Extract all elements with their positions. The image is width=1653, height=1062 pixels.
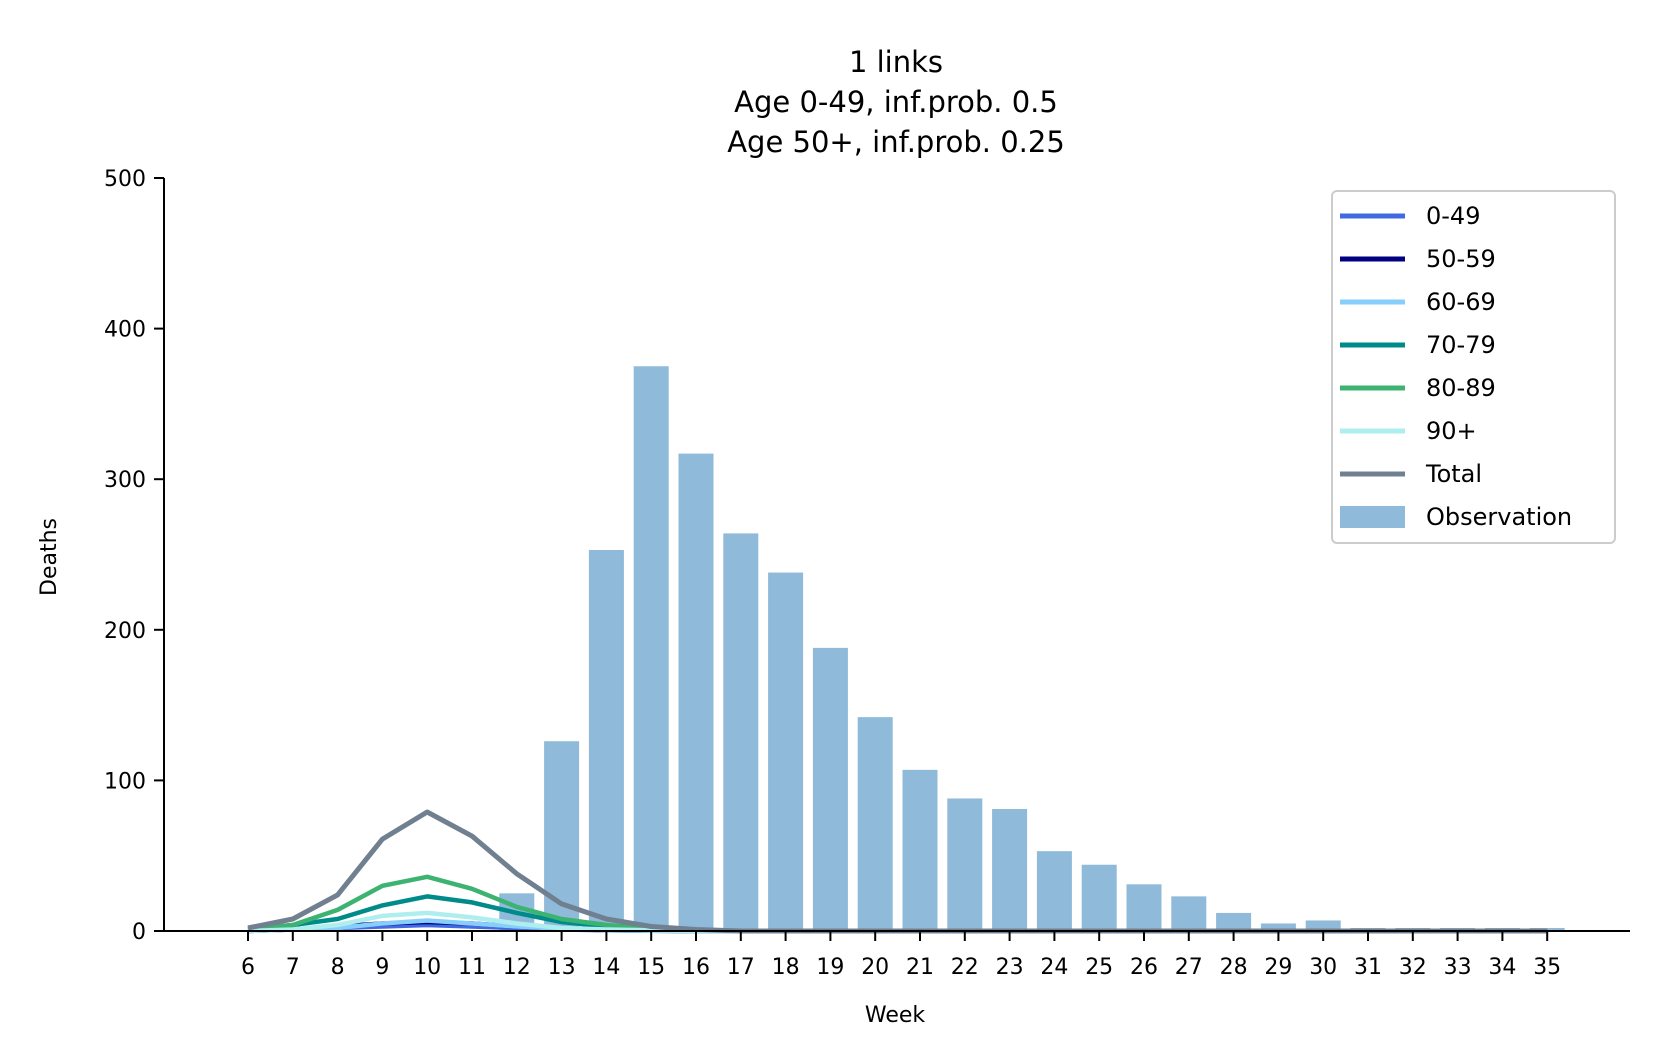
title-line-3: Age 50+, inf.prob. 0.25 bbox=[727, 125, 1065, 159]
x-tick-label-11: 11 bbox=[458, 955, 486, 980]
x-tick-label-31: 31 bbox=[1354, 955, 1382, 980]
x-tick-label-25: 25 bbox=[1085, 955, 1113, 980]
y-tick-label-100: 100 bbox=[104, 769, 146, 794]
y-tick-label-300: 300 bbox=[104, 468, 146, 493]
title-line-1: 1 links bbox=[849, 45, 943, 79]
legend-swatch-observation bbox=[1340, 506, 1405, 528]
observation-bar-week-28 bbox=[1216, 912, 1252, 931]
x-tick-label-28: 28 bbox=[1220, 955, 1248, 980]
title-line-2: Age 0-49, inf.prob. 0.5 bbox=[734, 85, 1058, 119]
x-tick-label-21: 21 bbox=[906, 955, 934, 980]
x-tick-label-14: 14 bbox=[592, 955, 620, 980]
chart-title: 1 links Age 0-49, inf.prob. 0.5 Age 50+,… bbox=[727, 45, 1065, 159]
y-ticks: 0 100 200 300 400 500 bbox=[104, 167, 164, 945]
observation-bar-week-15 bbox=[633, 366, 669, 931]
observation-bar-week-30 bbox=[1305, 920, 1341, 931]
x-tick-label-32: 32 bbox=[1399, 955, 1427, 980]
y-tick-label-0: 0 bbox=[132, 920, 146, 945]
x-tick-label-30: 30 bbox=[1309, 955, 1337, 980]
observation-bar-week-27 bbox=[1171, 896, 1207, 931]
x-tick-label-34: 34 bbox=[1488, 955, 1516, 980]
legend-label-90plus: 90+ bbox=[1426, 417, 1477, 445]
x-tick-label-33: 33 bbox=[1444, 955, 1472, 980]
observation-bar-week-18 bbox=[768, 572, 804, 931]
observation-bar-week-22 bbox=[947, 798, 983, 931]
x-tick-label-22: 22 bbox=[951, 955, 979, 980]
observation-bar-week-29 bbox=[1260, 923, 1296, 931]
x-tick-label-27: 27 bbox=[1175, 955, 1203, 980]
observation-bar-week-24 bbox=[1036, 851, 1072, 931]
legend-label-0-49: 0-49 bbox=[1426, 202, 1480, 230]
x-tick-label-20: 20 bbox=[861, 955, 889, 980]
observation-bar-week-20 bbox=[857, 717, 893, 931]
x-tick-label-24: 24 bbox=[1040, 955, 1068, 980]
observation-bar-week-26 bbox=[1126, 884, 1162, 931]
x-tick-label-6: 6 bbox=[241, 955, 255, 980]
x-tick-label-35: 35 bbox=[1533, 955, 1561, 980]
axes bbox=[163, 178, 1630, 932]
y-tick-label-400: 400 bbox=[104, 318, 146, 343]
x-tick-label-9: 9 bbox=[375, 955, 389, 980]
observation-bar-week-16 bbox=[678, 453, 714, 931]
x-tick-label-10: 10 bbox=[413, 955, 441, 980]
y-axis-label: Deaths bbox=[37, 518, 62, 596]
observation-bar-week-17 bbox=[723, 533, 759, 931]
x-tick-label-7: 7 bbox=[286, 955, 300, 980]
observation-bar-week-13 bbox=[544, 741, 580, 931]
legend-frame bbox=[1331, 190, 1616, 544]
legend-label-60-69: 60-69 bbox=[1426, 288, 1496, 316]
x-tick-label-17: 17 bbox=[727, 955, 755, 980]
x-tick-label-18: 18 bbox=[772, 955, 800, 980]
x-tick-label-26: 26 bbox=[1130, 955, 1158, 980]
x-tick-label-12: 12 bbox=[503, 955, 531, 980]
y-tick-label-500: 500 bbox=[104, 167, 146, 192]
legend-label-50-59: 50-59 bbox=[1426, 245, 1496, 273]
observation-bar-week-23 bbox=[992, 809, 1028, 931]
legend-label-70-79: 70-79 bbox=[1426, 331, 1496, 359]
legend: 0-49 50-59 60-69 70-79 80-89 90+ Total Observat… bbox=[1331, 190, 1616, 544]
observation-bar-week-19 bbox=[812, 647, 848, 931]
legend-label-Total: Total bbox=[1425, 460, 1482, 488]
x-axis-label: Week bbox=[865, 1003, 926, 1028]
y-tick-label-200: 200 bbox=[104, 619, 146, 644]
x-tick-label-23: 23 bbox=[996, 955, 1024, 980]
x-tick-label-15: 15 bbox=[637, 955, 665, 980]
observation-bar-week-25 bbox=[1081, 864, 1117, 931]
observation-bar-week-21 bbox=[902, 769, 938, 931]
legend-label-80-89: 80-89 bbox=[1426, 374, 1496, 402]
x-tick-label-19: 19 bbox=[816, 955, 844, 980]
x-tick-label-16: 16 bbox=[682, 955, 710, 980]
observation-bar-week-14 bbox=[588, 549, 624, 931]
observation-bars bbox=[499, 366, 1565, 931]
x-ticks: 6 7 8 9 10 11 12 13 14 15 16 17 18 19 20 21 22 23 24 25 26 27… bbox=[241, 931, 1561, 980]
series-lines bbox=[247, 809, 1548, 934]
x-tick-label-8: 8 bbox=[331, 955, 345, 980]
x-tick-label-13: 13 bbox=[548, 955, 576, 980]
legend-label-observation: Observation bbox=[1426, 503, 1572, 531]
x-tick-label-29: 29 bbox=[1264, 955, 1292, 980]
